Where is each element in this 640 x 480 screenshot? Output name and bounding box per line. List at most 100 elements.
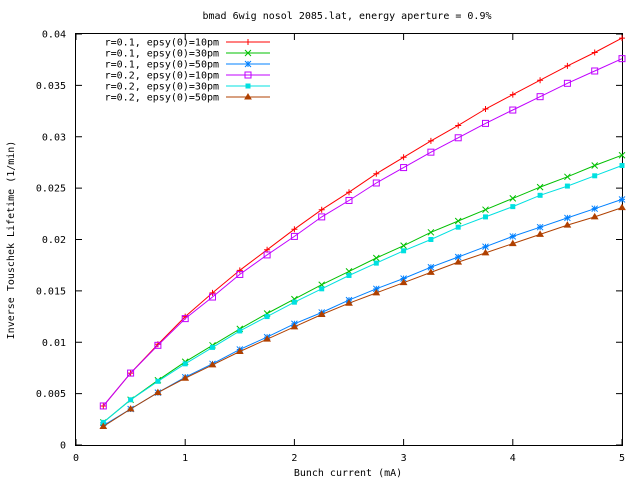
data-point bbox=[536, 183, 544, 191]
data-point bbox=[291, 299, 297, 305]
data-point bbox=[99, 422, 108, 430]
y-tick-label: 0.005 bbox=[36, 389, 66, 400]
legend-marker bbox=[244, 60, 252, 68]
legend-item: r=0.1, epsy(0)=30pm bbox=[105, 49, 270, 60]
data-point bbox=[345, 196, 353, 204]
data-point bbox=[209, 293, 216, 301]
series-line bbox=[102, 58, 623, 407]
data-point bbox=[618, 55, 626, 63]
y-tick-label: 0.03 bbox=[42, 132, 66, 143]
y-tick-label: 0.015 bbox=[36, 286, 66, 297]
data-point bbox=[537, 77, 544, 84]
data-point bbox=[291, 226, 298, 233]
data-point bbox=[427, 228, 435, 236]
data-point bbox=[619, 163, 625, 169]
data-point bbox=[564, 214, 571, 222]
data-point bbox=[263, 335, 271, 342]
legend-item: r=0.2, epsy(0)=10pm bbox=[105, 71, 270, 82]
data-point bbox=[564, 173, 571, 181]
data-point bbox=[235, 347, 244, 354]
data-point bbox=[455, 122, 462, 129]
data-point bbox=[154, 388, 162, 396]
series-3 bbox=[99, 196, 626, 429]
data-point bbox=[399, 278, 408, 286]
data-point bbox=[618, 196, 626, 203]
x-tick-label: 4 bbox=[510, 453, 516, 464]
data-point bbox=[373, 260, 379, 266]
data-point bbox=[483, 214, 488, 220]
data-point bbox=[482, 243, 489, 251]
data-point bbox=[427, 268, 435, 275]
x-tick-label: 2 bbox=[291, 453, 297, 464]
series-line bbox=[102, 154, 623, 423]
data-point bbox=[318, 213, 326, 221]
x-tick-label: 0 bbox=[73, 453, 79, 464]
data-point bbox=[590, 212, 599, 220]
data-point bbox=[509, 233, 517, 240]
data-point bbox=[454, 217, 462, 225]
data-point bbox=[236, 267, 243, 274]
chart-title: bmad 6wig nosol 2085.lat, energy apertur… bbox=[203, 11, 492, 22]
data-point bbox=[400, 154, 407, 161]
series-5 bbox=[100, 163, 625, 425]
data-point bbox=[591, 49, 598, 56]
data-point bbox=[482, 206, 489, 214]
data-point bbox=[373, 170, 380, 177]
x-tick-label: 1 bbox=[182, 453, 188, 464]
data-point bbox=[236, 270, 244, 278]
y-tick-label: 0.025 bbox=[36, 184, 66, 195]
data-point bbox=[208, 360, 217, 368]
data-point bbox=[317, 310, 326, 318]
data-point bbox=[155, 378, 161, 384]
data-point bbox=[481, 248, 490, 256]
data-point bbox=[482, 106, 489, 113]
series-line bbox=[102, 165, 623, 423]
data-point bbox=[372, 288, 381, 296]
data-point bbox=[536, 223, 544, 231]
data-point bbox=[400, 275, 407, 282]
data-point bbox=[508, 239, 517, 247]
series-line bbox=[102, 37, 623, 407]
data-point bbox=[482, 119, 489, 127]
data-point bbox=[372, 285, 380, 293]
data-point bbox=[563, 79, 571, 87]
x-axis-label: Bunch current (mA) bbox=[294, 468, 402, 479]
data-point bbox=[290, 232, 298, 240]
data-point bbox=[319, 286, 325, 292]
data-point bbox=[400, 164, 408, 172]
legend-marker bbox=[244, 71, 252, 79]
data-point bbox=[427, 137, 434, 144]
legend-item: r=0.2, epsy(0)=30pm bbox=[105, 82, 270, 93]
data-point bbox=[618, 151, 626, 159]
data-point bbox=[264, 314, 270, 320]
legend-label: r=0.1, epsy(0)=50pm bbox=[105, 60, 219, 71]
data-point bbox=[536, 230, 544, 237]
data-point bbox=[592, 173, 598, 179]
data-point bbox=[209, 289, 216, 296]
data-point bbox=[591, 205, 599, 213]
x-tick-label: 5 bbox=[619, 453, 625, 464]
data-point bbox=[401, 248, 407, 254]
data-point bbox=[181, 374, 190, 381]
x-tick-label: 3 bbox=[401, 453, 407, 464]
data-point bbox=[454, 253, 462, 261]
data-point bbox=[263, 251, 271, 259]
data-point bbox=[345, 299, 353, 306]
y-axis: 0 0.005 0.01 0.015 0.02 0.025 0.03 0.035 0.04 bbox=[36, 30, 622, 452]
plot-frame bbox=[75, 33, 623, 446]
data-point bbox=[427, 148, 435, 156]
y-tick-label: 0.04 bbox=[42, 30, 66, 41]
legend-marker bbox=[245, 39, 251, 45]
legend-marker bbox=[245, 83, 251, 89]
y-tick-label: 0.02 bbox=[42, 235, 66, 246]
data-point bbox=[127, 369, 135, 377]
data-point bbox=[346, 272, 352, 278]
data-point bbox=[128, 397, 134, 403]
data-point bbox=[509, 195, 517, 202]
data-point bbox=[182, 361, 188, 367]
data-point bbox=[427, 263, 435, 271]
series-4 bbox=[99, 55, 626, 410]
data-point bbox=[454, 134, 462, 142]
data-point bbox=[210, 344, 215, 350]
